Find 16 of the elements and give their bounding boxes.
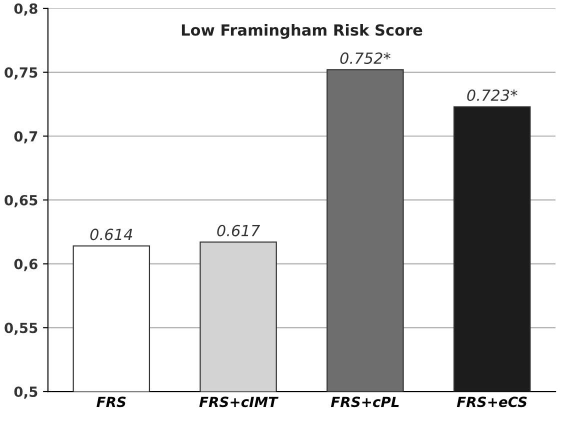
data-label: 0.617 (217, 224, 260, 236)
y-tick-label: 0,65 (4, 194, 38, 208)
y-tick-label: 0,55 (4, 322, 38, 335)
y-tick-label: 0,75 (4, 67, 38, 80)
y-tick-label: 0,6 (14, 258, 38, 272)
data-label: 0.752* (340, 52, 390, 64)
x-tick-label: FRS (96, 396, 126, 408)
x-tick-label: FRS+cIMT (199, 396, 278, 408)
y-tick-label: 0,5 (14, 386, 38, 399)
y-tick-label: 0,8 (14, 3, 38, 16)
data-label: 0.723* (467, 89, 518, 102)
x-tick-label: FRS+eCS (456, 396, 527, 408)
text: Low Framingham Risk Score (182, 24, 422, 39)
data-label: 0.614 (90, 228, 132, 240)
y-tick-label: 0,7 (14, 131, 38, 144)
x-tick-label: FRS+cPL (330, 396, 399, 408)
